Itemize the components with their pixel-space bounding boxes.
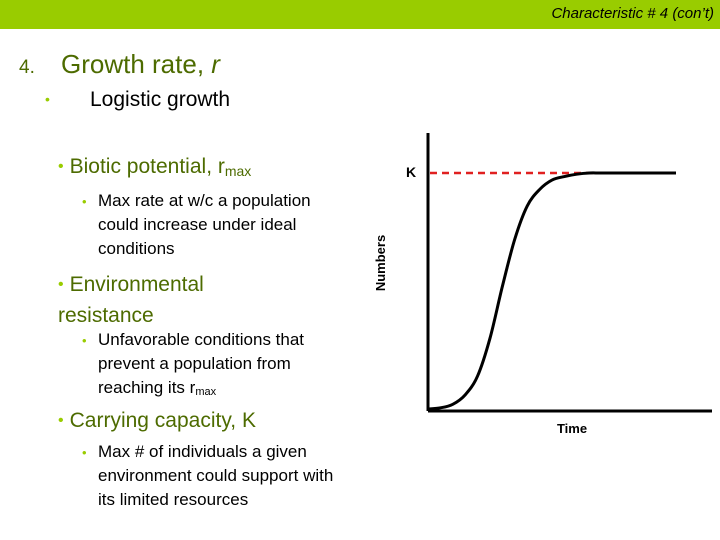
item-biotic-potential: • Biotic potential, rmax (58, 155, 251, 179)
logistic-growth-chart: K Numbers Time (368, 125, 720, 440)
subheading-bullet: • (45, 91, 50, 107)
bullet-icon: • (58, 158, 64, 175)
item-title-sub: max (224, 163, 252, 179)
x-axis-label: Time (557, 421, 587, 436)
item-environmental-resistance: • Environmental resistance (58, 270, 288, 330)
bullet-icon: • (82, 333, 87, 348)
bullet-icon: • (82, 194, 87, 209)
slide-title: Characteristic # 4 (con’t) (551, 5, 714, 22)
k-label: K (406, 164, 416, 180)
item-detail: • Max # of individuals a given environme… (82, 440, 352, 512)
item-title: Biotic potential, r (69, 155, 225, 178)
y-axis-label: Numbers (373, 235, 388, 291)
item-detail-text: Max # of individuals a given environment… (98, 442, 334, 509)
growth-curve (427, 171, 676, 411)
item-title: Carrying capacity, K (69, 409, 256, 432)
subheading: Logistic growth (90, 88, 231, 111)
title-bar: Characteristic # 4 (con’t) (0, 0, 720, 29)
heading-number: 4. (19, 57, 35, 78)
bullet-icon: • (82, 445, 87, 460)
item-detail: • Max rate at w/c a population could inc… (82, 189, 352, 261)
item-detail-sub: max (195, 386, 217, 398)
heading-symbol: r (211, 49, 220, 79)
bullet-icon: • (58, 412, 64, 429)
item-title: Environmental resistance (58, 273, 204, 327)
item-detail: • Unfavorable conditions that prevent a … (82, 328, 352, 404)
item-detail-text: Unfavorable conditions that prevent a po… (98, 330, 305, 397)
item-carrying-capacity: • Carrying capacity, K (58, 409, 256, 433)
bullet-icon: • (58, 276, 64, 293)
heading: Growth rate, r (61, 49, 220, 80)
heading-text: Growth rate, (61, 49, 212, 79)
chart-svg: K Numbers Time (373, 133, 712, 436)
item-detail-text: Max rate at w/c a population could incre… (98, 191, 311, 258)
